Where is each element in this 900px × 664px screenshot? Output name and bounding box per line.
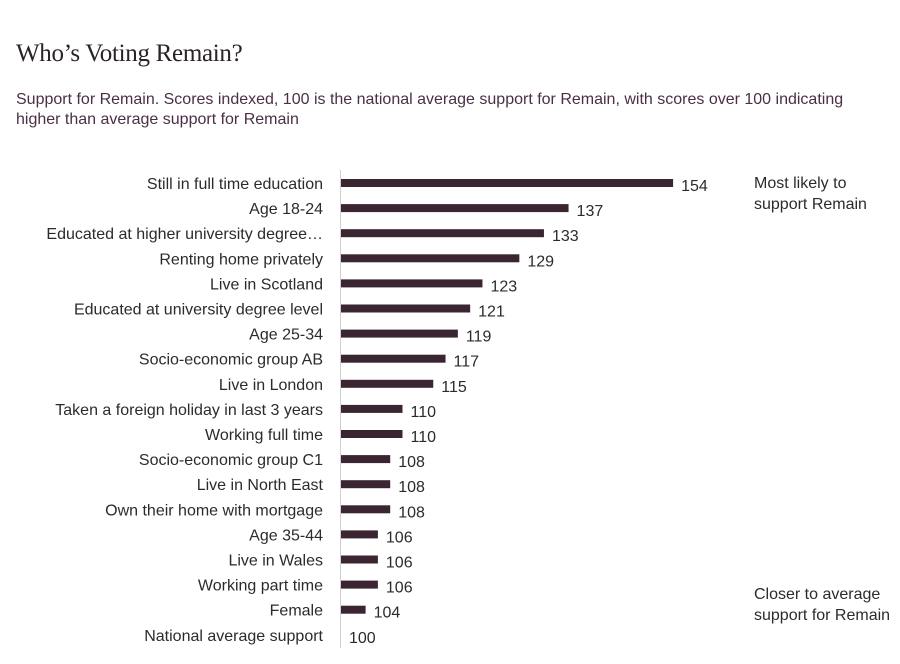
- category-label: Educated at university degree level: [74, 302, 323, 319]
- category-label: Socio-economic group C1: [139, 452, 323, 469]
- category-label: Taken a foreign holiday in last 3 years: [55, 402, 323, 419]
- chart-title: Who’s Voting Remain?: [16, 40, 243, 67]
- value-label: 133: [552, 228, 579, 245]
- bars-layer: Still in full time education 154 Age 18-24…: [46, 176, 708, 647]
- value-label: 121: [478, 304, 505, 321]
- category-label: Female: [270, 603, 323, 620]
- category-label: Working part time: [198, 578, 323, 595]
- category-label: Still in full time education: [147, 176, 323, 193]
- category-label: Renting home privately: [159, 251, 323, 268]
- value-label: 137: [577, 203, 604, 220]
- category-label: Own their home with mortgage: [105, 502, 323, 519]
- bar: [341, 605, 366, 614]
- bar: [341, 204, 569, 213]
- category-label: Live in London: [219, 377, 323, 394]
- value-label: 108: [398, 479, 425, 496]
- value-label: 106: [386, 555, 413, 572]
- value-label: 104: [374, 605, 401, 622]
- category-label: Socio-economic group AB: [139, 352, 323, 369]
- chart-subtitle: Support for Remain. Scores indexed, 100 …: [16, 91, 844, 128]
- value-label: 154: [681, 178, 708, 195]
- annotation-most-likely: Most likely to support Remain: [754, 175, 867, 213]
- bar: [341, 555, 378, 564]
- value-label: 106: [386, 529, 413, 546]
- value-label: 106: [386, 580, 413, 597]
- category-label: Live in North East: [197, 477, 324, 494]
- category-label: National average support: [144, 628, 323, 645]
- value-label: 110: [411, 429, 437, 446]
- bar: [341, 404, 403, 413]
- bar: [341, 179, 674, 187]
- category-label: Working full time: [205, 427, 323, 444]
- category-label: Age 35-44: [249, 527, 323, 544]
- bar: [341, 254, 520, 263]
- bar: [341, 480, 391, 489]
- bar: [341, 304, 471, 313]
- bar: [341, 229, 544, 238]
- value-label: 117: [454, 354, 480, 371]
- value-label: 119: [466, 329, 492, 346]
- category-label: Educated at higher university degree…: [46, 226, 323, 243]
- bar: [341, 580, 378, 589]
- category-label: Age 25-34: [249, 327, 323, 344]
- value-label: 100: [349, 630, 376, 647]
- bar: [341, 379, 434, 388]
- value-label: 129: [527, 253, 554, 270]
- bar: [341, 354, 446, 363]
- bar: [341, 329, 458, 338]
- category-label: Live in Wales: [228, 553, 323, 570]
- category-label: Age 18-24: [249, 201, 323, 218]
- value-label: 115: [441, 379, 467, 396]
- value-label: 108: [398, 454, 425, 471]
- value-label: 108: [398, 504, 425, 521]
- value-label: 110: [411, 404, 437, 421]
- bar: [341, 279, 483, 288]
- annotation-closer-to-average: Closer to average support for Remain: [754, 586, 891, 624]
- category-label: Live in Scotland: [210, 276, 323, 293]
- bar: [341, 505, 391, 514]
- bar: [341, 430, 403, 438]
- value-label: 123: [490, 278, 517, 295]
- bar: [341, 530, 378, 539]
- bar: [341, 455, 391, 464]
